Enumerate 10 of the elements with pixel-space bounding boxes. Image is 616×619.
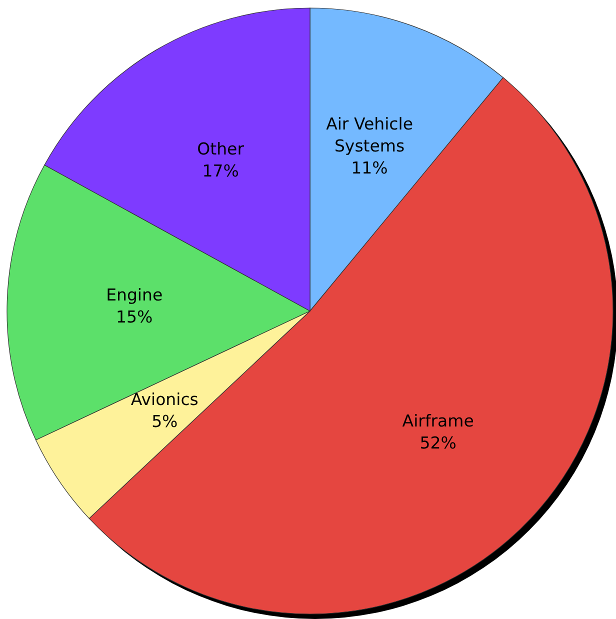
slice-label: Other [197, 139, 244, 158]
data-label: 5% [152, 411, 178, 430]
data-label: 15% [116, 306, 153, 326]
slice-label: Airframe [402, 410, 474, 430]
slice-label: Avionics [130, 389, 198, 408]
data-label: 52% [420, 432, 456, 452]
data-label: 11% [351, 158, 388, 178]
slice-label: Engine [106, 284, 163, 304]
data-label: 17% [202, 161, 239, 180]
slice-label: Air Vehicle Systems [326, 114, 413, 156]
